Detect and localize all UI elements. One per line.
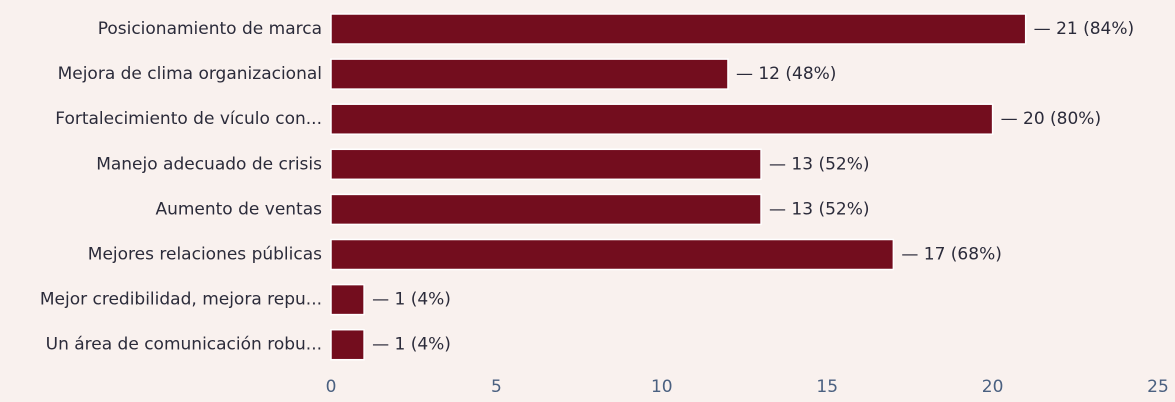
- category-label: Mejora de clima organizacional: [58, 64, 322, 84]
- data-label: — 1 (4%): [372, 290, 451, 310]
- data-label: — 13 (52%): [769, 199, 870, 219]
- bar: [330, 103, 994, 135]
- x-tick-label: 0: [326, 377, 337, 397]
- data-label: — 1 (4%): [372, 335, 451, 355]
- category-label: Mejores relaciones públicas: [88, 245, 322, 265]
- category-label: Fortalecimiento de vículo con...: [55, 109, 322, 129]
- data-label: — 17 (68%): [901, 245, 1002, 265]
- data-label: — 12 (48%): [736, 64, 837, 84]
- category-labels: Posicionamiento de marca Mejora de clima …: [40, 19, 322, 355]
- data-label: — 13 (52%): [769, 154, 870, 174]
- bars-layer: [330, 13, 1027, 361]
- x-tick-label: 10: [651, 377, 673, 397]
- bar: [330, 283, 365, 316]
- x-tick-label: 25: [1147, 377, 1169, 397]
- bar: [330, 328, 365, 361]
- category-label: Manejo adecuado de crisis: [96, 154, 322, 174]
- bar: [330, 148, 762, 181]
- bar: [330, 238, 895, 271]
- bar: [330, 13, 1027, 45]
- bar: [330, 193, 762, 226]
- data-labels: — 21 (84%) — 12 (48%) — 20 (80%) — 13 (52%)…: [372, 19, 1134, 355]
- data-label: — 20 (80%): [1001, 109, 1102, 129]
- bar: [330, 58, 729, 90]
- category-label: Un área de comunicación robu...: [46, 335, 322, 355]
- data-label: — 21 (84%): [1034, 19, 1135, 39]
- x-tick-label: 15: [816, 377, 838, 397]
- category-label: Aumento de ventas: [155, 199, 322, 219]
- x-tick-label: 5: [491, 377, 502, 397]
- x-tick-label: 20: [982, 377, 1004, 397]
- x-axis-tick-labels: 0 5 10 15 20 25: [326, 377, 1169, 397]
- category-label: Mejor credibilidad, mejora repu...: [40, 290, 322, 310]
- category-label: Posicionamiento de marca: [98, 19, 322, 39]
